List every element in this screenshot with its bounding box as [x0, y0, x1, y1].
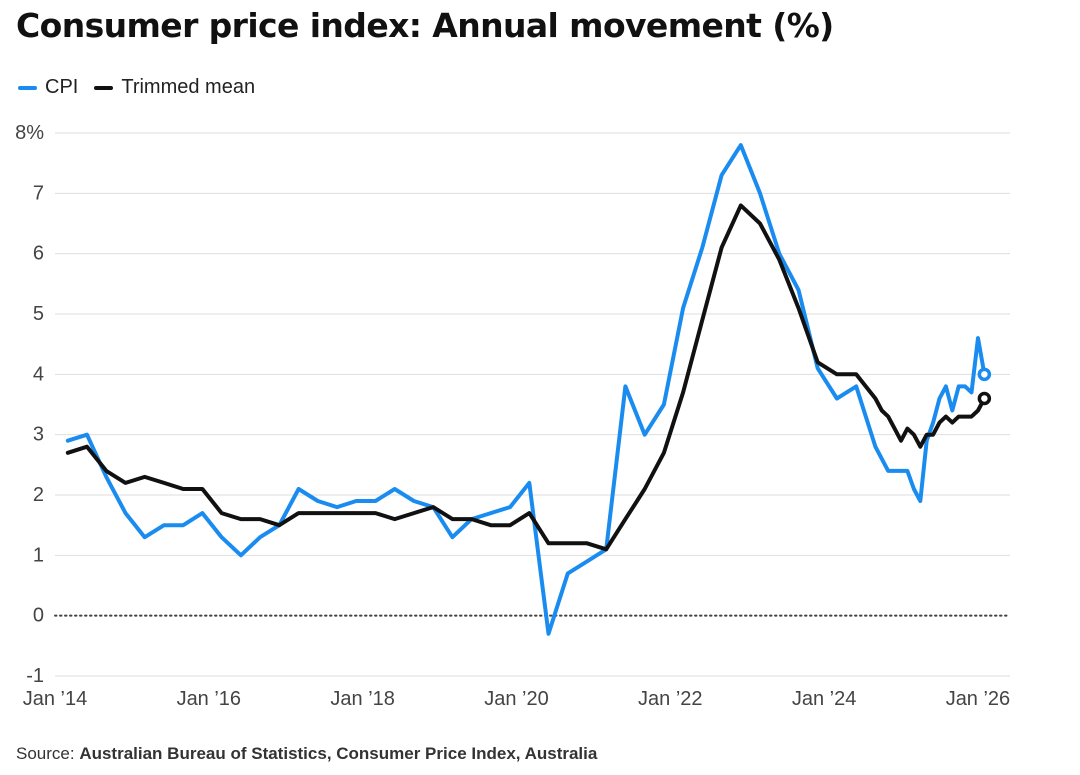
x-tick-label: Jan ’22	[638, 688, 703, 710]
end-marker-cpi	[977, 367, 992, 382]
legend: CPI Trimmed mean	[18, 76, 271, 99]
x-tick-label: Jan ’16	[177, 688, 242, 710]
y-tick-label: 6	[33, 243, 44, 265]
y-tick-label: 3	[33, 424, 44, 446]
x-tick-label: Jan ’26	[946, 688, 1011, 710]
x-tick-label: Jan ’20	[484, 688, 549, 710]
y-tick-label: 4	[33, 363, 44, 385]
y-tick-label: 2	[33, 484, 44, 506]
y-tick-label: 7	[33, 182, 44, 204]
source-note: Source: Australian Bureau of Statistics,…	[16, 744, 597, 764]
legend-item-cpi: CPI	[18, 76, 78, 99]
legend-label-trimmed-mean: Trimmed mean	[121, 76, 256, 98]
chart-title: Consumer price index: Annual movement (%…	[16, 6, 834, 45]
x-tick-label: Jan ’14	[23, 688, 88, 710]
line-chart: -1 0 1 2 3 4 5 6 7 8% Jan ’14 Jan ’16 Jan ’18 Jan ’20…	[15, 122, 1011, 710]
legend-label-cpi: CPI	[45, 76, 79, 98]
source-name: Australian Bureau of Statistics, Consume…	[79, 744, 598, 763]
legend-swatch-cpi	[18, 85, 37, 90]
legend-swatch-trimmed-mean	[94, 85, 114, 90]
y-tick-label: 1	[33, 544, 44, 566]
series-line-cpi	[65, 143, 987, 636]
series-line-trimmed-mean	[65, 203, 987, 552]
end-marker-trimmed-mean	[977, 391, 992, 406]
x-tick-label: Jan ’18	[330, 688, 395, 710]
y-tick-label: -1	[26, 665, 44, 687]
x-tick-label: Jan ’24	[792, 688, 857, 710]
y-tick-label: 8%	[15, 122, 44, 144]
legend-item-trimmed-mean: Trimmed mean	[94, 76, 255, 99]
source-prefix: Source:	[16, 744, 80, 763]
y-tick-label: 5	[33, 303, 44, 325]
y-tick-label: 0	[33, 605, 44, 627]
